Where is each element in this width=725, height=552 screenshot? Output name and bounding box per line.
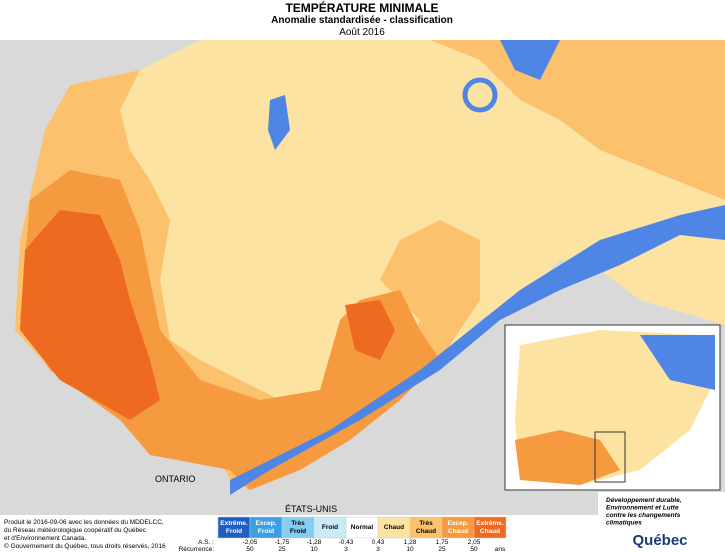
legend-class-label: Normal [351, 524, 374, 531]
recurrence-value: 25 [278, 546, 286, 552]
credit-line: et d'Environnement Canada. [4, 535, 86, 542]
st-lawrence [230, 205, 725, 495]
recurrence-value: 25 [438, 546, 446, 552]
title: TEMPÉRATURE MINIMALE [285, 0, 438, 15]
as-label: A.S. : [198, 539, 214, 546]
legend-class-label: Chaud [384, 524, 404, 531]
inset-frame [594, 431, 626, 483]
as-value: 1,28 [404, 539, 417, 546]
inset-water [640, 335, 715, 390]
as-value: -2,05 [243, 539, 258, 546]
legend: Extrême. Froid Excep. Froid Très Froid Froid No… [179, 516, 507, 552]
water-body [268, 95, 290, 150]
period: Août 2016 [339, 27, 385, 38]
logo-ministry-line: Environnement et Lutte [606, 505, 679, 512]
usa-label: ÉTATS-UNIS [285, 504, 337, 514]
legend-class-label: Excep. Chaud [448, 520, 469, 535]
recurrence-label: Récurrence: [179, 546, 215, 552]
as-value: -0,43 [339, 539, 354, 546]
recurrence-value: 3 [344, 546, 348, 552]
inset-warm [515, 430, 620, 485]
legend-class-label: Excep. Froid [256, 520, 277, 535]
as-value: 0,43 [372, 539, 385, 546]
recurrence-value: 50 [246, 546, 254, 552]
logo-panel [598, 492, 725, 552]
water-body [500, 40, 560, 80]
legend-class-label: Extrême. Froid [220, 520, 248, 535]
subtitle: Anomalie standardisée - classification [271, 15, 453, 26]
legend-class-label: Très Chaud [416, 520, 436, 535]
as-value: 2,05 [468, 539, 481, 546]
as-value: -1,28 [307, 539, 322, 546]
legend-swatch [473, 516, 507, 539]
logo-ministry-line: Développement durable, [606, 497, 682, 504]
legend-class-label: Extrême. Chaud [476, 520, 504, 535]
map: ONTARIO ÉTATS-UNIS [0, 40, 725, 515]
very-warm-zone [430, 40, 725, 200]
manicouagan-reservoir [462, 77, 498, 113]
extreme-warm-zone [20, 210, 160, 420]
as-value: 1,75 [436, 539, 449, 546]
recurrence-unit: ans [495, 546, 506, 552]
legend-class-label: Froid [322, 524, 338, 531]
extreme-warm-zone [345, 300, 395, 360]
ontario-label: ONTARIO [155, 474, 195, 484]
credits: Produit le 2016-09-06 avec les données d… [4, 519, 164, 542]
logo: Développement durable,Environnement et L… [606, 497, 682, 527]
legend-class-label: Très Froid [290, 520, 306, 535]
logo-ministry-line: contre les changements [606, 512, 681, 519]
as-value: -1,75 [275, 539, 290, 546]
logo-ministry-line: climatiques [606, 520, 642, 527]
credit-line: du Réseau météorologique coopératif du Q… [4, 527, 147, 534]
logo-name: Québec [632, 532, 687, 549]
recurrence-value: 10 [310, 546, 318, 552]
recurrence-value: 50 [470, 546, 478, 552]
copyright: © Gouvernement du Québec, tous droits ré… [4, 542, 166, 550]
credit-line: Produit le 2016-09-06 avec les données d… [4, 519, 164, 526]
recurrence-value: 10 [406, 546, 414, 552]
recurrence-value: 3 [376, 546, 380, 552]
